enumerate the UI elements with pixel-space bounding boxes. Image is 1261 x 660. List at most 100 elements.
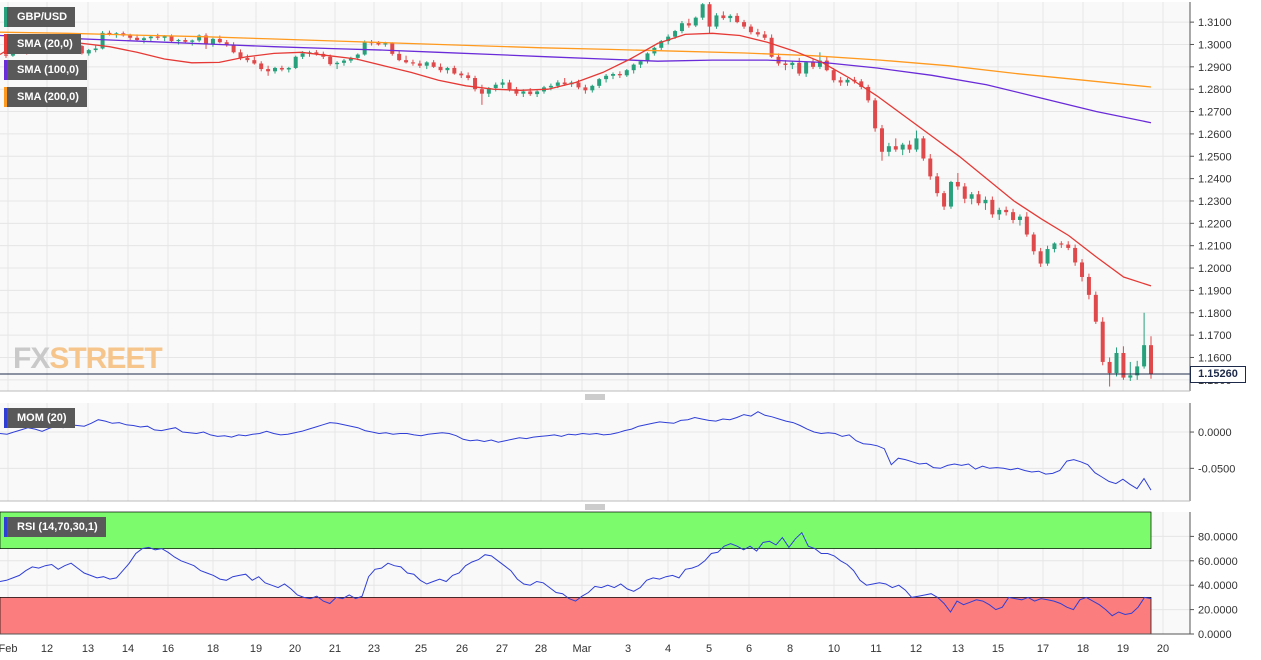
candle-body (942, 193, 947, 207)
legend-rsi[interactable]: RSI (14,70,30,1) (4, 517, 106, 537)
candle-body (148, 36, 153, 39)
candle-body (976, 194, 981, 204)
candle-body (507, 82, 512, 90)
candle-body (1080, 262, 1085, 277)
x-tick-label: 5 (706, 643, 712, 655)
sma20-swatch (4, 34, 7, 54)
y-tick-label: 1.2400 (1198, 174, 1232, 186)
candle-body (755, 32, 760, 35)
y-tick-label: 1.3000 (1198, 39, 1232, 51)
x-tick-label: 13 (952, 643, 964, 655)
y-tick-label: 1.2000 (1198, 263, 1232, 275)
candle-body (590, 85, 595, 91)
candle-body (1128, 375, 1133, 378)
candle-body (1024, 216, 1029, 235)
candle-body (624, 70, 629, 76)
candle-body (1017, 216, 1022, 220)
legend-sma100[interactable]: SMA (100,0) (4, 60, 87, 80)
candle-body (1135, 366, 1140, 376)
x-tick-label: 18 (207, 643, 219, 655)
candle-body (521, 91, 526, 94)
y-tick-label: 80.0000 (1198, 531, 1238, 543)
candle-body (769, 37, 774, 57)
candle-body (514, 89, 519, 94)
last-price-tag: 1.15260 (1190, 366, 1246, 383)
candle-body (914, 138, 919, 150)
y-tick-label: 40.0000 (1198, 580, 1238, 592)
candle-body (183, 40, 188, 42)
x-tick-label: 23 (368, 643, 380, 655)
candle-body (259, 63, 264, 70)
x-tick-label: 10 (828, 643, 840, 655)
candle-body (341, 60, 346, 63)
candle-body (500, 82, 505, 85)
candle-body (1114, 352, 1119, 374)
legend-symbol[interactable]: GBP/USD (4, 7, 76, 27)
candle-body (1107, 361, 1112, 374)
x-tick-label: 12 (910, 643, 922, 655)
candle-body (1011, 212, 1016, 220)
candle-body (886, 146, 891, 152)
x-tick-label: 16 (162, 643, 174, 655)
candle-body (197, 35, 202, 41)
candle-body (424, 62, 429, 66)
candle-body (893, 146, 898, 150)
candle-body (921, 138, 926, 159)
candle-body (707, 4, 712, 27)
candle-body (1149, 345, 1153, 375)
legend-sma200-label: SMA (200,0) (17, 91, 79, 103)
y-tick-label: 1.2300 (1198, 196, 1232, 208)
sma20-line (0, 32, 1152, 287)
x-tick-label: 15 (992, 643, 1004, 655)
candle-body (286, 67, 291, 70)
candle-body (1142, 345, 1147, 367)
candle-body (107, 32, 112, 35)
x-tick-label: 18 (1077, 643, 1089, 655)
candle-body (355, 54, 360, 58)
candle-body (335, 62, 340, 65)
candle-body (762, 34, 767, 38)
candle-body (445, 67, 450, 71)
candle-body (293, 56, 298, 68)
rsi-zones (0, 511, 1152, 635)
candle-body (838, 80, 843, 83)
candle-body (604, 75, 609, 80)
y-tick-label: -0.0500 (1198, 463, 1235, 475)
candle-body (983, 199, 988, 204)
x-tick-label: 4 (665, 643, 671, 655)
candle-body (176, 40, 181, 42)
candle-body (873, 100, 878, 129)
candle-body (700, 4, 705, 18)
candle-body (224, 42, 229, 45)
y-tick-label: 1.2500 (1198, 151, 1232, 163)
legend-sma100-label: SMA (100,0) (17, 64, 79, 76)
candle-body (1121, 352, 1126, 378)
candle-body (397, 53, 402, 61)
panel-frames (0, 2, 1191, 635)
legend-sma200[interactable]: SMA (200,0) (4, 87, 87, 107)
candle-body (204, 35, 209, 45)
candle-body (900, 144, 905, 150)
candle-body (1066, 244, 1071, 248)
candle-body (638, 61, 643, 65)
candle-body (928, 158, 933, 177)
candle-body (1031, 234, 1036, 252)
moving-averages (0, 31, 1190, 375)
candle-body (217, 38, 222, 43)
y-tick-label: 1.2200 (1198, 218, 1232, 230)
candle-body (831, 70, 836, 81)
candle-body (859, 81, 864, 87)
candle-body (417, 63, 422, 66)
legend-sma20-label: SMA (20,0) (17, 38, 73, 50)
y-tick-label: 20.0000 (1198, 605, 1238, 617)
x-tick-label: 6 (746, 643, 752, 655)
candle-body (162, 35, 167, 38)
fxstreet-logo: FXSTREET (13, 342, 163, 375)
y-tick-label: 1.2100 (1198, 241, 1232, 253)
candle-body (390, 43, 395, 54)
legend-sma20[interactable]: SMA (20,0) (4, 34, 81, 54)
candle-body (748, 26, 753, 33)
legend-mom[interactable]: MOM (20) (4, 408, 75, 428)
candle-body (1093, 294, 1098, 322)
rsi-swatch (4, 517, 7, 537)
